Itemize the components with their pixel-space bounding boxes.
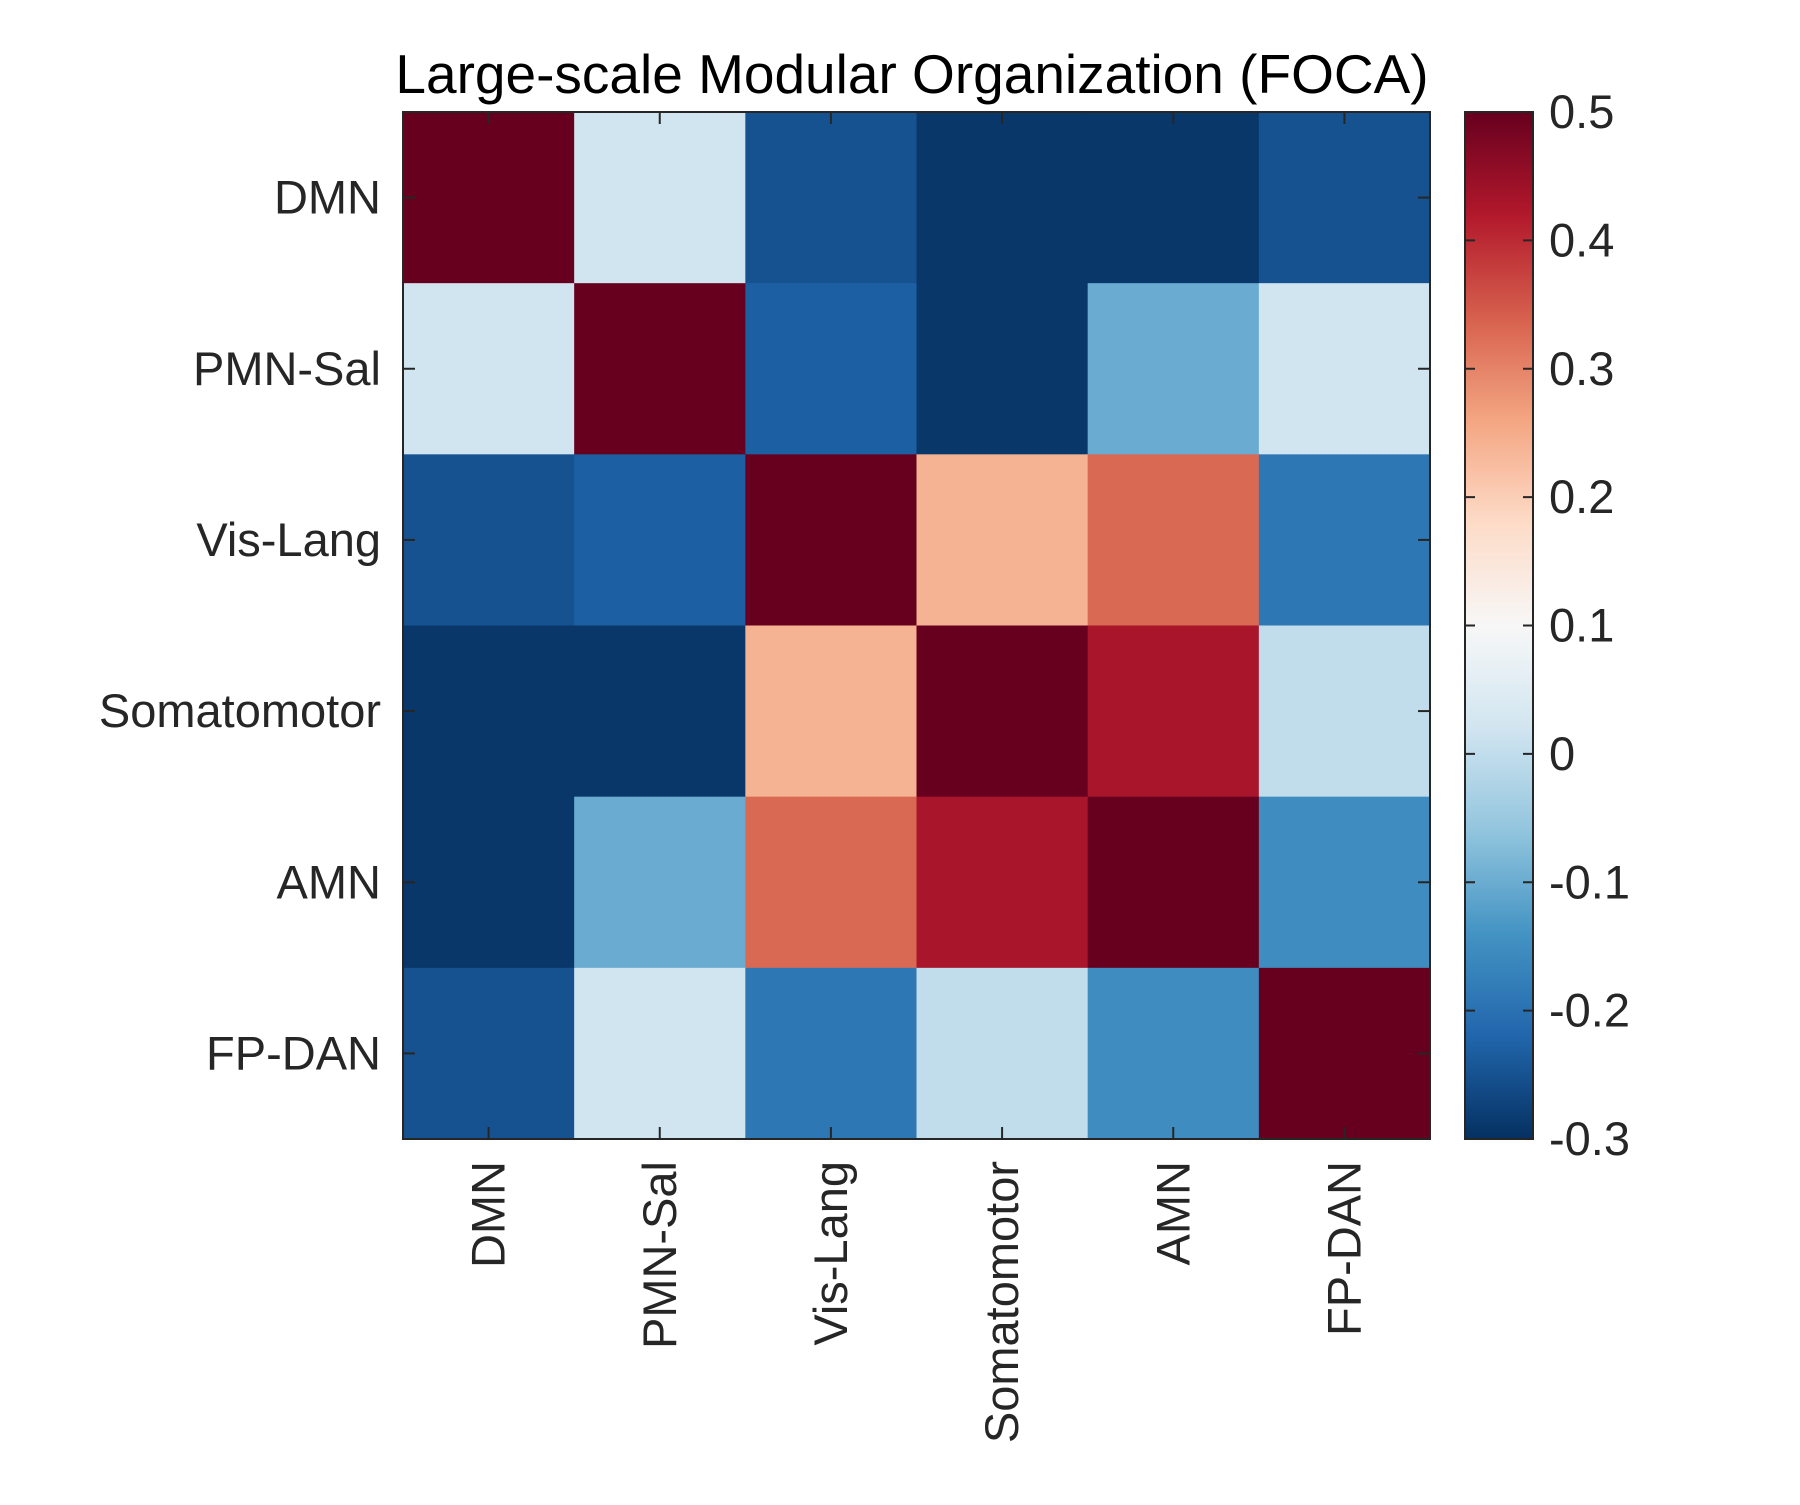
heatmap-cell <box>1087 625 1260 798</box>
x-tick-label: Somatomotor <box>975 1161 1028 1443</box>
x-tick-label: Vis-Lang <box>804 1161 857 1346</box>
heatmap-cell <box>574 454 746 627</box>
heatmap-cell <box>1258 796 1431 969</box>
heatmap-cell <box>1258 283 1431 455</box>
heatmap-cell <box>574 283 746 455</box>
heatmap-cell <box>1258 454 1431 627</box>
x-axis-tick-labels: DMN PMN-Sal Vis-Lang Somatomotor AMN FP-DAN <box>462 1161 1371 1443</box>
colorbar <box>1464 111 1534 1140</box>
y-tick-label: PMN-Sal <box>193 342 381 395</box>
y-tick-label: DMN <box>274 171 381 224</box>
colorbar-tick-label: -0.3 <box>1549 1112 1630 1165</box>
heatmap-cells <box>403 112 1431 1140</box>
colorbar-tick-label: -0.1 <box>1549 855 1630 908</box>
heatmap-cell <box>916 454 1089 627</box>
colorbar-ticks: -0.3 -0.2 -0.1 0 0.1 0.2 0.3 0.4 0.5 <box>1465 85 1630 1165</box>
heatmap-cell <box>1258 112 1431 284</box>
heatmap-cell <box>745 796 918 969</box>
heatmap-cell <box>916 112 1089 284</box>
heatmap-cell <box>574 112 746 284</box>
heatmap-cell <box>916 625 1089 798</box>
heatmap-cell <box>403 454 575 627</box>
colorbar-tick-label: 0 <box>1549 727 1575 780</box>
x-tick-label: DMN <box>462 1161 515 1268</box>
colorbar-tick-label: 0.1 <box>1549 599 1614 652</box>
heatmap-cell <box>403 112 575 284</box>
heatmap-cell <box>1258 625 1431 798</box>
heatmap-cell <box>1087 967 1260 1140</box>
colorbar-tick-label: 0.5 <box>1549 85 1614 138</box>
y-tick-label: Vis-Lang <box>196 513 381 566</box>
x-tick-label: AMN <box>1146 1161 1199 1265</box>
y-tick-label: FP-DAN <box>206 1026 381 1079</box>
heatmap-cell <box>745 967 918 1140</box>
y-tick-label: AMN <box>277 855 381 908</box>
x-tick-label: PMN-Sal <box>633 1161 686 1349</box>
chart-title: Large-scale Modular Organization (FOCA) <box>395 43 1428 105</box>
x-tick-label: FP-DAN <box>1317 1161 1370 1336</box>
heatmap-cell <box>745 454 918 627</box>
colorbar-tick-label: 0.3 <box>1549 342 1614 395</box>
heatmap-cell <box>745 625 918 798</box>
heatmap-cell <box>1087 283 1260 455</box>
axis-ticks <box>403 112 1430 1139</box>
heatmap-cell <box>745 283 918 455</box>
heatmap-cell <box>403 625 575 798</box>
heatmap-cell <box>916 967 1089 1140</box>
heatmap-cell <box>916 283 1089 455</box>
y-tick-label: Somatomotor <box>99 684 381 737</box>
heatmap-cell <box>745 112 918 284</box>
colorbar-tick-label: 0.4 <box>1549 213 1614 266</box>
heatmap-cell <box>574 796 746 969</box>
y-axis-tick-labels: DMN PMN-Sal Vis-Lang Somatomotor AMN FP-DAN <box>99 171 381 1080</box>
plot-frame <box>402 111 1431 1140</box>
colorbar-tick-label: -0.2 <box>1549 984 1630 1037</box>
heatmap-cell <box>1087 454 1260 627</box>
heatmap-cell <box>1087 112 1260 284</box>
heatmap-cell <box>1087 796 1260 969</box>
heatmap-cell <box>1258 967 1431 1140</box>
heatmap-cell <box>403 283 575 455</box>
colorbar-tick-label: 0.2 <box>1549 470 1614 523</box>
heatmap-cell <box>916 796 1089 969</box>
heatmap-cell <box>574 625 746 798</box>
heatmap-cell <box>403 967 575 1140</box>
heatmap-cell <box>403 796 575 969</box>
heatmap-cell <box>574 967 746 1140</box>
